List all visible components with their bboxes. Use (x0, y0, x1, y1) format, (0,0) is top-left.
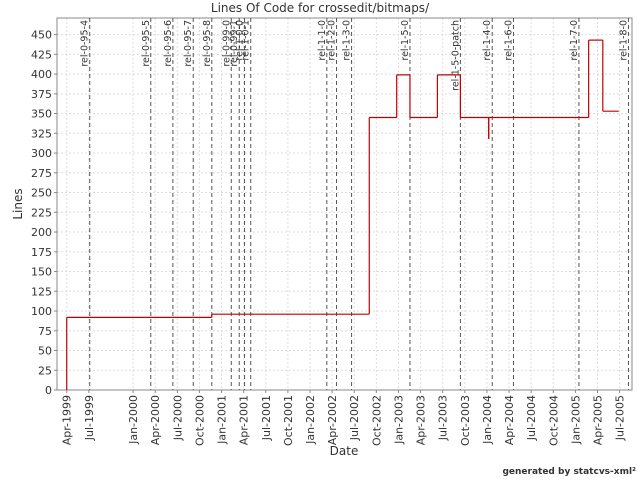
x-tick-label: Oct-2001 (282, 395, 295, 446)
y-tick-label: 350 (31, 108, 52, 121)
y-tick-label: 150 (31, 266, 52, 279)
x-tick-label: Oct-2004 (547, 395, 560, 446)
release-label: rel-1-1-0 (317, 20, 328, 61)
release-label: rel-1-3-0 (342, 20, 353, 61)
x-tick-label: Jul-2004 (525, 395, 538, 441)
x-tick-label: Oct-2000 (193, 395, 206, 446)
release-label: rel-0-99-1 (229, 20, 240, 67)
y-tick-label: 275 (31, 167, 52, 180)
y-tick-label: 425 (31, 48, 52, 61)
y-axis-label: Lines (11, 188, 25, 219)
x-tick-label: Jul-2003 (437, 395, 450, 441)
x-tick-label: Apr-2005 (592, 395, 605, 445)
release-label: rel-1-8-0 (618, 20, 629, 61)
release-label: rel-0-95-4 (80, 20, 91, 67)
x-tick-label: Apr-2004 (503, 395, 516, 445)
x-axis-label: Date (330, 444, 359, 458)
x-tick-label: Apr-2000 (149, 395, 162, 445)
release-label: rel-0-95-8 (202, 20, 213, 67)
release-label: rel-1-2-0 (327, 20, 338, 61)
y-tick-label: 100 (31, 305, 52, 318)
chart-title: Lines Of Code for crossedit/bitmaps/ (211, 1, 430, 15)
release-label: rel-1-4-0 (482, 20, 493, 61)
y-tick-label: 250 (31, 187, 52, 200)
release-label: rel-1-0-1 (241, 20, 252, 61)
release-label: rel-1-5-0-patch (450, 20, 461, 91)
y-tick-label: 400 (31, 68, 52, 81)
y-tick-label: 375 (31, 88, 52, 101)
x-tick-label: Apr-2002 (326, 395, 339, 445)
x-tick-label: Jul-2001 (260, 395, 273, 441)
release-label: rel-1-0-0 (235, 20, 246, 61)
x-tick-label: Jan-2000 (127, 395, 140, 445)
x-tick-label: Jan-2003 (392, 395, 405, 445)
x-tick-label: Apr-2003 (415, 395, 428, 445)
y-tick-label: 25 (38, 364, 52, 377)
release-label: rel-0-95-6 (163, 20, 174, 67)
release-label: rel-1-6-0 (503, 20, 514, 61)
y-tick-label: 125 (31, 285, 52, 298)
x-tick-label: Jan-2002 (304, 395, 317, 445)
x-tick-label: Apr-2001 (238, 395, 251, 445)
x-tick-label: Jan-2005 (569, 395, 582, 445)
y-tick-label: 325 (31, 127, 52, 140)
x-tick-label: Apr-1999 (61, 395, 74, 445)
release-label: rel-0-99-0 (221, 20, 232, 67)
x-tick-label: Jul-1999 (83, 395, 96, 441)
x-tick-label: Jul-2000 (171, 395, 184, 441)
y-tick-label: 175 (31, 246, 52, 259)
y-tick-label: 300 (31, 147, 52, 160)
release-label: rel-1-7-0 (569, 20, 580, 61)
y-tick-label: 225 (31, 206, 52, 219)
y-tick-label: 200 (31, 226, 52, 239)
plot-frame (56, 17, 633, 391)
y-tick-label: 450 (31, 29, 52, 42)
x-tick-label: Jan-2004 (481, 395, 494, 445)
footer-note: generated by statcvs-xml² (502, 467, 636, 477)
y-tick-label: 50 (38, 345, 52, 358)
release-label: rel-0-95-7 (183, 20, 194, 67)
x-tick-label: Oct-2002 (370, 395, 383, 446)
x-tick-label: Oct-2003 (459, 395, 472, 446)
release-label: rel-1-5-0 (400, 20, 411, 61)
x-tick-label: Jan-2001 (216, 395, 229, 445)
x-tick-label: Jul-2002 (348, 395, 361, 441)
x-tick-label: Jul-2005 (614, 395, 627, 441)
release-label: rel-0-95-5 (141, 20, 152, 67)
y-tick-label: 0 (45, 384, 52, 397)
y-tick-label: 75 (38, 325, 52, 338)
